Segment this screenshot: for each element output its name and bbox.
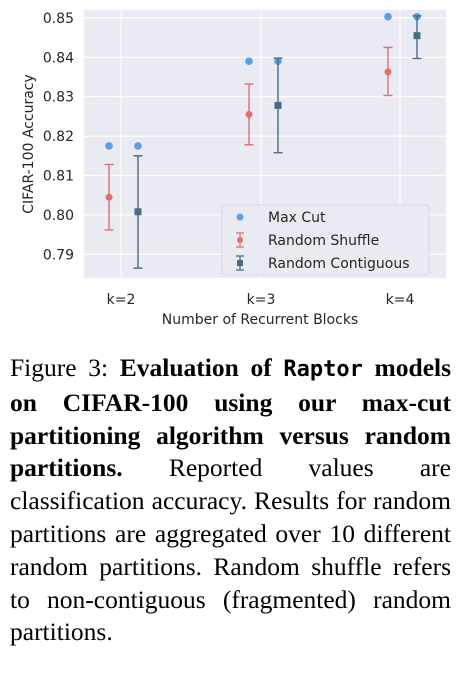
caption-body: Reported values are classification accur…: [10, 453, 451, 647]
random-contiguous-point: [134, 208, 142, 216]
y-tick-label: 0.83: [43, 90, 74, 106]
y-tick-label: 0.80: [43, 208, 74, 224]
legend: Max Cut Random Shuffle Random Contiguous: [221, 204, 430, 276]
legend-marker-random-shuffle: [237, 237, 243, 243]
legend-label-random-shuffle: Random Shuffle: [268, 233, 379, 249]
caption-bold-rest: models on CIFAR-100 using our max-cut pa…: [10, 353, 452, 483]
x-axis-label: Number of Recurrent Blocks: [162, 312, 358, 328]
random-shuffle-point: [105, 193, 113, 201]
accuracy-chart: 0.79 0.80 0.81 0.82 0.83 0.84 0.85 k=2 k=3 k=4 C…: [21, 10, 446, 328]
x-tick-label: k=4: [386, 292, 415, 308]
y-tick-label: 0.81: [43, 169, 74, 185]
y-tick-label: 0.82: [43, 129, 74, 145]
figure-caption: Figure 3: Evaluation of Raptor models on…: [10, 352, 451, 649]
caption-figure-label: Figure 3:: [10, 353, 109, 382]
max-cut-point: [384, 12, 392, 21]
random-contiguous-point: [413, 32, 421, 40]
max-cut-point: [134, 142, 142, 150]
max-cut-point: [105, 142, 113, 150]
x-tick-label: k=2: [107, 292, 136, 308]
legend-marker-max-cut: [236, 213, 244, 221]
random-shuffle-point: [245, 110, 253, 118]
y-axis-label: CIFAR-100 Accuracy: [21, 74, 37, 214]
caption-bold-lead: Evaluation of: [119, 353, 272, 382]
random-contiguous-point: [274, 101, 282, 109]
data-marks: [104, 12, 422, 269]
y-tick-label: 0.85: [43, 11, 74, 27]
x-tick-labels: k=2 k=3 k=4: [107, 292, 415, 308]
caption-model-name: Raptor: [283, 357, 363, 382]
legend-label-max-cut: Max Cut: [268, 210, 326, 226]
random-shuffle-point: [384, 68, 392, 76]
legend-box: [221, 204, 430, 276]
x-tick-label: k=3: [247, 292, 276, 308]
y-tick-label: 0.84: [43, 50, 74, 66]
legend-marker-random-contiguous: [237, 260, 243, 266]
y-tick-label: 0.79: [43, 247, 74, 263]
y-tick-labels: 0.79 0.80 0.81 0.82 0.83 0.84 0.85: [43, 11, 74, 263]
legend-label-random-contiguous: Random Contiguous: [268, 256, 410, 272]
max-cut-point: [245, 57, 253, 66]
